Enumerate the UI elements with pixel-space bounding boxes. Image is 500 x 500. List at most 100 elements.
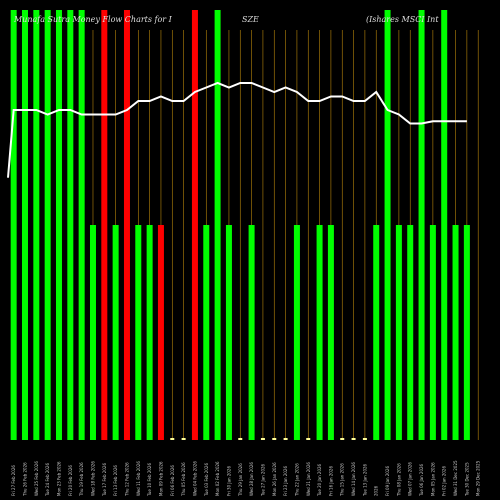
bar-up <box>441 10 448 440</box>
x-tick-labels: Fri 27 Feb 2026 Thu 26 Feb 2026 Wed 25 Feb… <box>11 460 481 497</box>
bar-inner <box>443 11 446 440</box>
bar-up <box>373 225 380 440</box>
x-tick-label: Wed 21 Jan 2026 <box>306 462 311 496</box>
bar-inner <box>295 226 298 440</box>
bar-up <box>214 10 221 440</box>
bar-down <box>123 10 130 440</box>
bar-inner <box>397 226 400 440</box>
x-tick-label: Wed 07 Jan 2026 <box>408 462 413 496</box>
bar-inner <box>454 226 457 440</box>
bar-up <box>10 10 17 440</box>
x-tick-label: Mon 26 Jan 2026 <box>272 462 277 496</box>
bar-flat <box>170 438 175 440</box>
bar-flat <box>306 438 311 440</box>
bar-up <box>429 225 436 440</box>
bar-up <box>203 225 210 440</box>
bar-up <box>67 10 74 440</box>
x-tick-label: Wed 11 Feb 2026 <box>136 461 141 496</box>
x-tick-label: Tue 17 Feb 2026 <box>102 463 107 497</box>
bar-up <box>248 225 255 440</box>
x-tick-label: Wed 28 Jan 2026 <box>249 462 254 496</box>
bar-up <box>225 225 232 440</box>
bar-inner <box>125 11 128 440</box>
x-tick-label: Tue 24 Feb 2026 <box>45 463 50 497</box>
x-tick-label: Tue 27 Jan 2026 <box>260 463 265 497</box>
bar-up <box>33 10 40 440</box>
bar-up <box>452 225 459 440</box>
x-tick-label: Thu 12 Feb 2026 <box>124 462 129 497</box>
bar-up <box>327 225 334 440</box>
bar-flat <box>260 438 265 440</box>
bar-flat <box>351 438 356 440</box>
bar-up <box>135 225 142 440</box>
bar-flat <box>340 438 345 440</box>
title-part-3: (Ishares MSCI Int <box>366 15 439 24</box>
bar-up <box>44 10 51 440</box>
bar-up <box>407 225 414 440</box>
x-tick-label: Mon 02 Feb 2026 <box>215 461 220 496</box>
x-tick-label: Thu 22 Jan 2026 <box>294 463 299 497</box>
x-tick-label: Fri 06 Feb 2026 <box>170 465 175 496</box>
x-tick-label: Fri 09 Jan 2026 <box>385 466 390 496</box>
bar-inner <box>205 226 208 440</box>
x-tick-label: Thu 26 Feb 2026 <box>22 462 27 497</box>
bar-down <box>191 10 198 440</box>
bar-inner <box>57 11 60 440</box>
bar-inner <box>250 226 253 440</box>
bar-inner <box>193 11 196 440</box>
x-tick-label: Tue 20 Jan 2026 <box>317 463 322 497</box>
bars-group <box>10 10 470 440</box>
money-flow-line <box>7 81 467 178</box>
x-tick-label: Fri 23 Jan 2026 <box>283 466 288 496</box>
bar-down <box>157 225 164 440</box>
bar-up <box>89 225 96 440</box>
bar-inner <box>46 11 49 440</box>
x-tick-label: Fri 20 Feb 2026 <box>68 465 73 496</box>
line-group <box>7 81 467 178</box>
title-part-1: Munafa Sutra Money Flow Charts for I <box>13 15 173 24</box>
bar-inner <box>420 11 423 440</box>
x-tick-label: Thu 29 Jan 2026 <box>238 463 243 497</box>
x-tick-label: Fri 13 Feb 2026 <box>113 465 118 496</box>
bar-up <box>395 225 402 440</box>
bar-inner <box>375 226 378 440</box>
bar-flat <box>272 438 277 440</box>
x-tick-label: Thu 19 Feb 2026 <box>79 462 84 497</box>
bar-inner <box>103 11 106 440</box>
bar-up <box>463 225 470 440</box>
x-tick-label: Mon 29 Dec 2025 <box>476 460 481 496</box>
bar-up <box>78 10 85 440</box>
x-tick-label: Fri 02 Jan 2026 <box>442 466 447 496</box>
bar-inner <box>159 226 162 440</box>
x-tick-label: Fri 27 Feb 2026 <box>11 465 16 496</box>
bar-up <box>293 225 300 440</box>
bar-up <box>316 225 323 440</box>
bar-up <box>55 10 62 440</box>
x-tick-label: Wed 14 Jan 2026 <box>351 462 356 496</box>
bar-flat <box>362 438 367 440</box>
x-tick-label: Wed 31 Dec 2025 <box>453 460 458 496</box>
bar-down <box>101 10 108 440</box>
bar-up <box>112 225 119 440</box>
x-tick-label: Thu 05 Feb 2026 <box>181 462 186 497</box>
bar-flat <box>283 438 288 440</box>
x-tick-label: Fri 30 Jan 2026 <box>226 466 231 496</box>
x-tick-label: Wed 25 Feb 2026 <box>34 461 39 496</box>
bar-inner <box>114 226 117 440</box>
x-tick-label: Tue 06 Jan 2026 <box>419 463 424 497</box>
x-tick-label: Mon 23 Feb 2026 <box>56 461 61 496</box>
bar-flat <box>181 438 186 440</box>
bar-inner <box>69 11 72 440</box>
x-tick-label: Mon 09 Feb 2026 <box>158 461 163 496</box>
bar-inner <box>137 226 140 440</box>
bar-inner <box>35 11 38 440</box>
x-tick-label: Mon 05 Jan 2026 <box>430 462 435 496</box>
x-tick-label: Thu 08 Jan 2026 <box>396 463 401 497</box>
bar-up <box>418 10 425 440</box>
bar-inner <box>465 226 468 440</box>
bar-inner <box>431 226 434 440</box>
bar-inner <box>91 226 94 440</box>
bar-inner <box>386 11 389 440</box>
title-part-2: SZE <box>242 15 259 24</box>
x-tick-label: Tue 30 Dec 2025 <box>464 462 469 497</box>
